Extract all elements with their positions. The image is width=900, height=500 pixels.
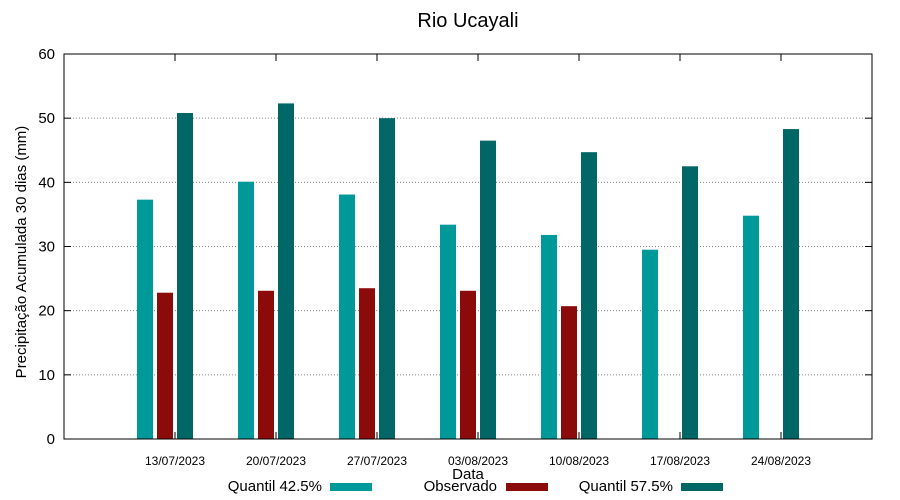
x-tick-label: 20/07/2023	[246, 454, 306, 468]
legend-label-2: Quantil 57.5%	[579, 478, 673, 495]
bar-quantil-57-5--4	[581, 152, 597, 440]
legend-swatch-1	[506, 483, 548, 491]
legend-label-1: Observado	[424, 478, 497, 495]
bar-quantil-42-5--6	[743, 215, 759, 439]
x-axis-ticks: 13/07/2023 20/07/2023 27/07/2023 03/08/2023…	[145, 54, 811, 468]
bar-quantil-57-5--6	[783, 129, 799, 439]
bar-observado-4	[561, 306, 577, 439]
x-tick-label: 10/08/2023	[549, 454, 609, 468]
bar-quantil-42-5--4	[541, 234, 557, 439]
legend: Quantil 42.5% Observado Quantil 57.5%	[228, 478, 723, 495]
bars	[137, 103, 799, 440]
x-tick-label: 27/07/2023	[347, 454, 407, 468]
bar-quantil-42-5--3	[440, 224, 456, 439]
y-axis-label: Precipitação Acumulada 30 dias (mm)	[13, 126, 30, 379]
x-tick-label: 13/07/2023	[145, 454, 205, 468]
x-tick-label: 17/08/2023	[650, 454, 710, 468]
bar-observado-1	[258, 290, 274, 439]
bar-quantil-57-5--2	[379, 118, 395, 440]
y-axis-ticks: 0 10 20 30 40 50 60	[38, 46, 872, 448]
bar-quantil-57-5--0	[177, 113, 193, 440]
bar-observado-3	[460, 290, 476, 439]
bar-quantil-42-5--5	[642, 249, 658, 439]
bar-quantil-42-5--0	[137, 199, 153, 439]
y-tick-label: 10	[38, 367, 55, 384]
y-tick-label: 30	[38, 239, 55, 256]
bar-quantil-57-5--3	[480, 140, 496, 439]
bar-quantil-57-5--1	[278, 103, 294, 440]
y-tick-label: 60	[38, 46, 55, 63]
legend-swatch-2	[681, 483, 723, 491]
y-tick-label: 20	[38, 303, 55, 320]
legend-swatch-0	[330, 483, 372, 491]
y-tick-label: 40	[38, 174, 55, 191]
bar-observado-0	[157, 292, 173, 439]
bar-observado-2	[359, 288, 375, 439]
x-tick-label: 24/08/2023	[751, 454, 811, 468]
x-axis-label: Data	[452, 466, 484, 483]
chart-title: Rio Ucayali	[417, 10, 518, 32]
legend-label-0: Quantil 42.5%	[228, 478, 322, 495]
y-tick-label: 0	[47, 431, 55, 448]
bar-quantil-42-5--1	[238, 181, 254, 440]
x-tick-label: 03/08/2023	[448, 454, 508, 468]
bar-quantil-57-5--5	[682, 166, 698, 439]
y-tick-label: 50	[38, 110, 55, 127]
bar-quantil-42-5--2	[339, 194, 355, 439]
